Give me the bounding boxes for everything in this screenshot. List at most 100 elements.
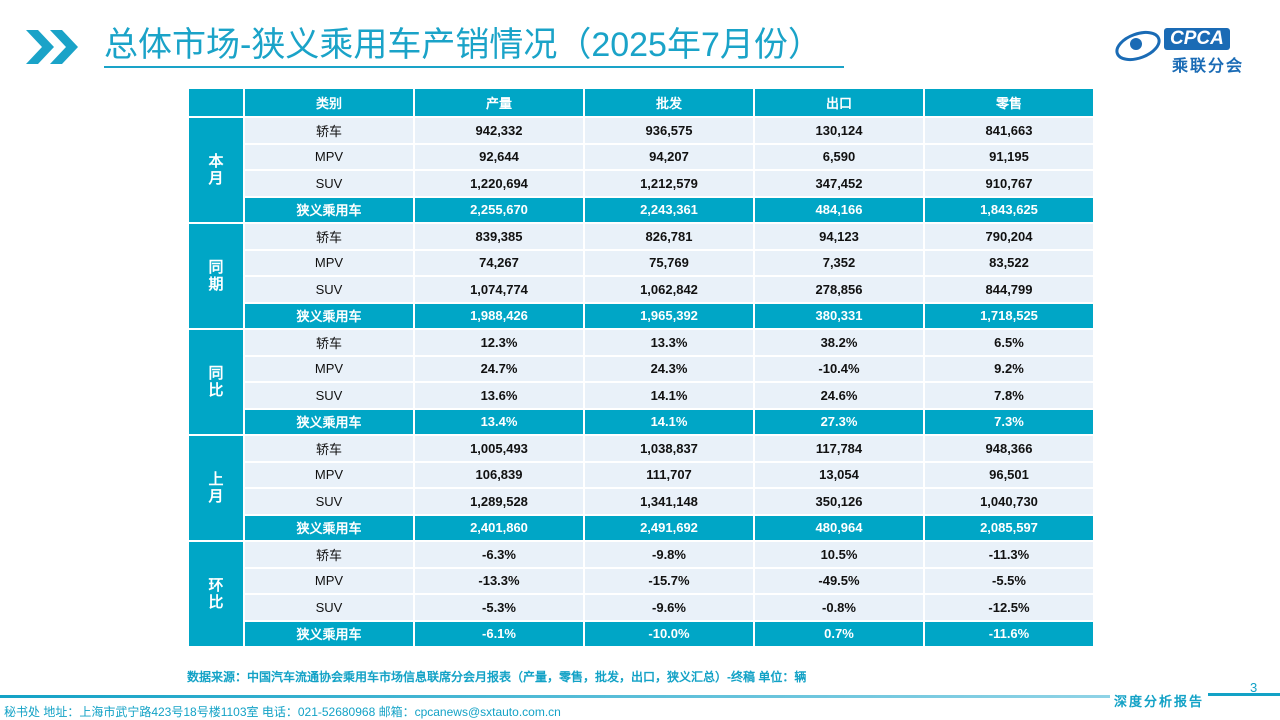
category-cell: 轿车 [243,540,415,569]
value-cell: 7.8% [923,381,1095,410]
category-cell: MPV [243,142,415,171]
value-cell: -6.1% [413,619,585,648]
value-cell: -15.7% [583,566,755,595]
value-cell: 14.1% [583,381,755,410]
value-cell: -10.4% [753,354,925,383]
value-cell: 278,856 [753,275,925,304]
value-cell: 1,718,525 [923,301,1095,330]
value-cell: -13.3% [413,566,585,595]
value-cell: 350,126 [753,487,925,516]
report-tag: 深度分析报告 [1114,695,1205,710]
value-cell: -5.3% [413,593,585,622]
group-label-text: 上月 [208,471,224,505]
chevron-right-icon [26,30,78,64]
value-cell: -5.5% [923,566,1095,595]
category-cell: 狭义乘用车 [243,301,415,330]
value-cell: 106,839 [413,460,585,489]
logo-emblem-icon [1115,30,1161,62]
value-cell: 1,289,528 [413,487,585,516]
group-label-text: 同比 [208,365,224,399]
value-cell: 13.3% [583,328,755,357]
page-title: 总体市场-狭义乘用车产销情况（2025年7月份） [104,24,844,68]
value-cell: 13.4% [413,407,585,436]
value-cell: 380,331 [753,301,925,330]
table-row: 同期 轿车 839,385 826,781 94,123 790,204 [187,222,1095,330]
value-cell: 839,385 [413,222,585,251]
value-cell: 24.7% [413,354,585,383]
value-cell: 75,769 [583,248,755,277]
value-cell: 94,123 [753,222,925,251]
value-cell: 92,644 [413,142,585,171]
category-cell: 轿车 [243,116,415,145]
table-row: SUV 1,220,694 1,212,579 347,452 910,767 [188,169,1095,198]
value-cell: 130,124 [753,116,925,145]
value-cell: 480,964 [753,513,925,542]
value-cell: 1,988,426 [413,301,585,330]
table-row: SUV 1,289,528 1,341,148 350,126 1,040,730 [188,487,1095,516]
value-cell: 7.3% [923,407,1095,436]
value-cell: 111,707 [583,460,755,489]
group-label: 同期 [187,222,245,330]
value-cell: -6.3% [413,540,585,569]
category-cell: MPV [243,354,415,383]
value-cell: 1,038,837 [583,434,755,463]
value-cell: 2,255,670 [413,195,585,224]
category-cell: SUV [243,275,415,304]
value-cell: 1,005,493 [413,434,585,463]
value-cell: 83,522 [923,248,1095,277]
value-cell: 841,663 [923,116,1095,145]
total-row: 狭义乘用车 2,255,670 2,243,361 484,166 1,843,625 [188,195,1095,224]
category-cell: 狭义乘用车 [243,407,415,436]
column-header: 出口 [753,87,925,118]
column-header: 类别 [243,87,415,118]
value-cell: 1,220,694 [413,169,585,198]
value-cell: -12.5% [923,593,1095,622]
value-cell: -0.8% [753,593,925,622]
value-cell: 2,491,692 [583,513,755,542]
table-row: SUV 1,074,774 1,062,842 278,856 844,799 [188,275,1095,304]
value-cell: 38.2% [753,328,925,357]
column-header: 批发 [583,87,755,118]
category-cell: 狭义乘用车 [243,619,415,648]
value-cell: -10.0% [583,619,755,648]
category-cell: SUV [243,169,415,198]
value-cell: 1,965,392 [583,301,755,330]
cpca-logo: CPCA 乘联分会 [1112,24,1257,75]
value-cell: 790,204 [923,222,1095,251]
value-cell: 94,207 [583,142,755,171]
value-cell: 910,767 [923,169,1095,198]
table-row: SUV 13.6% 14.1% 24.6% 7.8% [188,381,1095,410]
value-cell: 27.3% [753,407,925,436]
category-cell: 狭义乘用车 [243,513,415,542]
table-row: SUV -5.3% -9.6% -0.8% -12.5% [188,593,1095,622]
value-cell: 7,352 [753,248,925,277]
value-cell: -9.6% [583,593,755,622]
total-row: 狭义乘用车 -6.1% -10.0% 0.7% -11.6% [188,619,1095,648]
value-cell: 936,575 [583,116,755,145]
value-cell: 6,590 [753,142,925,171]
category-cell: SUV [243,381,415,410]
total-row: 狭义乘用车 13.4% 14.1% 27.3% 7.3% [188,407,1095,436]
value-cell: -9.8% [583,540,755,569]
value-cell: 91,195 [923,142,1095,171]
footer-divider-right [1208,693,1280,696]
value-cell: 96,501 [923,460,1095,489]
footer-divider [0,695,1110,698]
category-cell: SUV [243,487,415,516]
value-cell: 1,040,730 [923,487,1095,516]
group-label: 本月 [187,116,245,224]
value-cell: 13,054 [753,460,925,489]
value-cell: 74,267 [413,248,585,277]
value-cell: -11.6% [923,619,1095,648]
value-cell: 24.3% [583,354,755,383]
category-cell: 轿车 [243,434,415,463]
value-cell: 484,166 [753,195,925,224]
category-cell: MPV [243,248,415,277]
value-cell: -11.3% [923,540,1095,569]
value-cell: 1,212,579 [583,169,755,198]
value-cell: 1,341,148 [583,487,755,516]
value-cell: 13.6% [413,381,585,410]
value-cell: 117,784 [753,434,925,463]
category-cell: 轿车 [243,328,415,357]
value-cell: 6.5% [923,328,1095,357]
